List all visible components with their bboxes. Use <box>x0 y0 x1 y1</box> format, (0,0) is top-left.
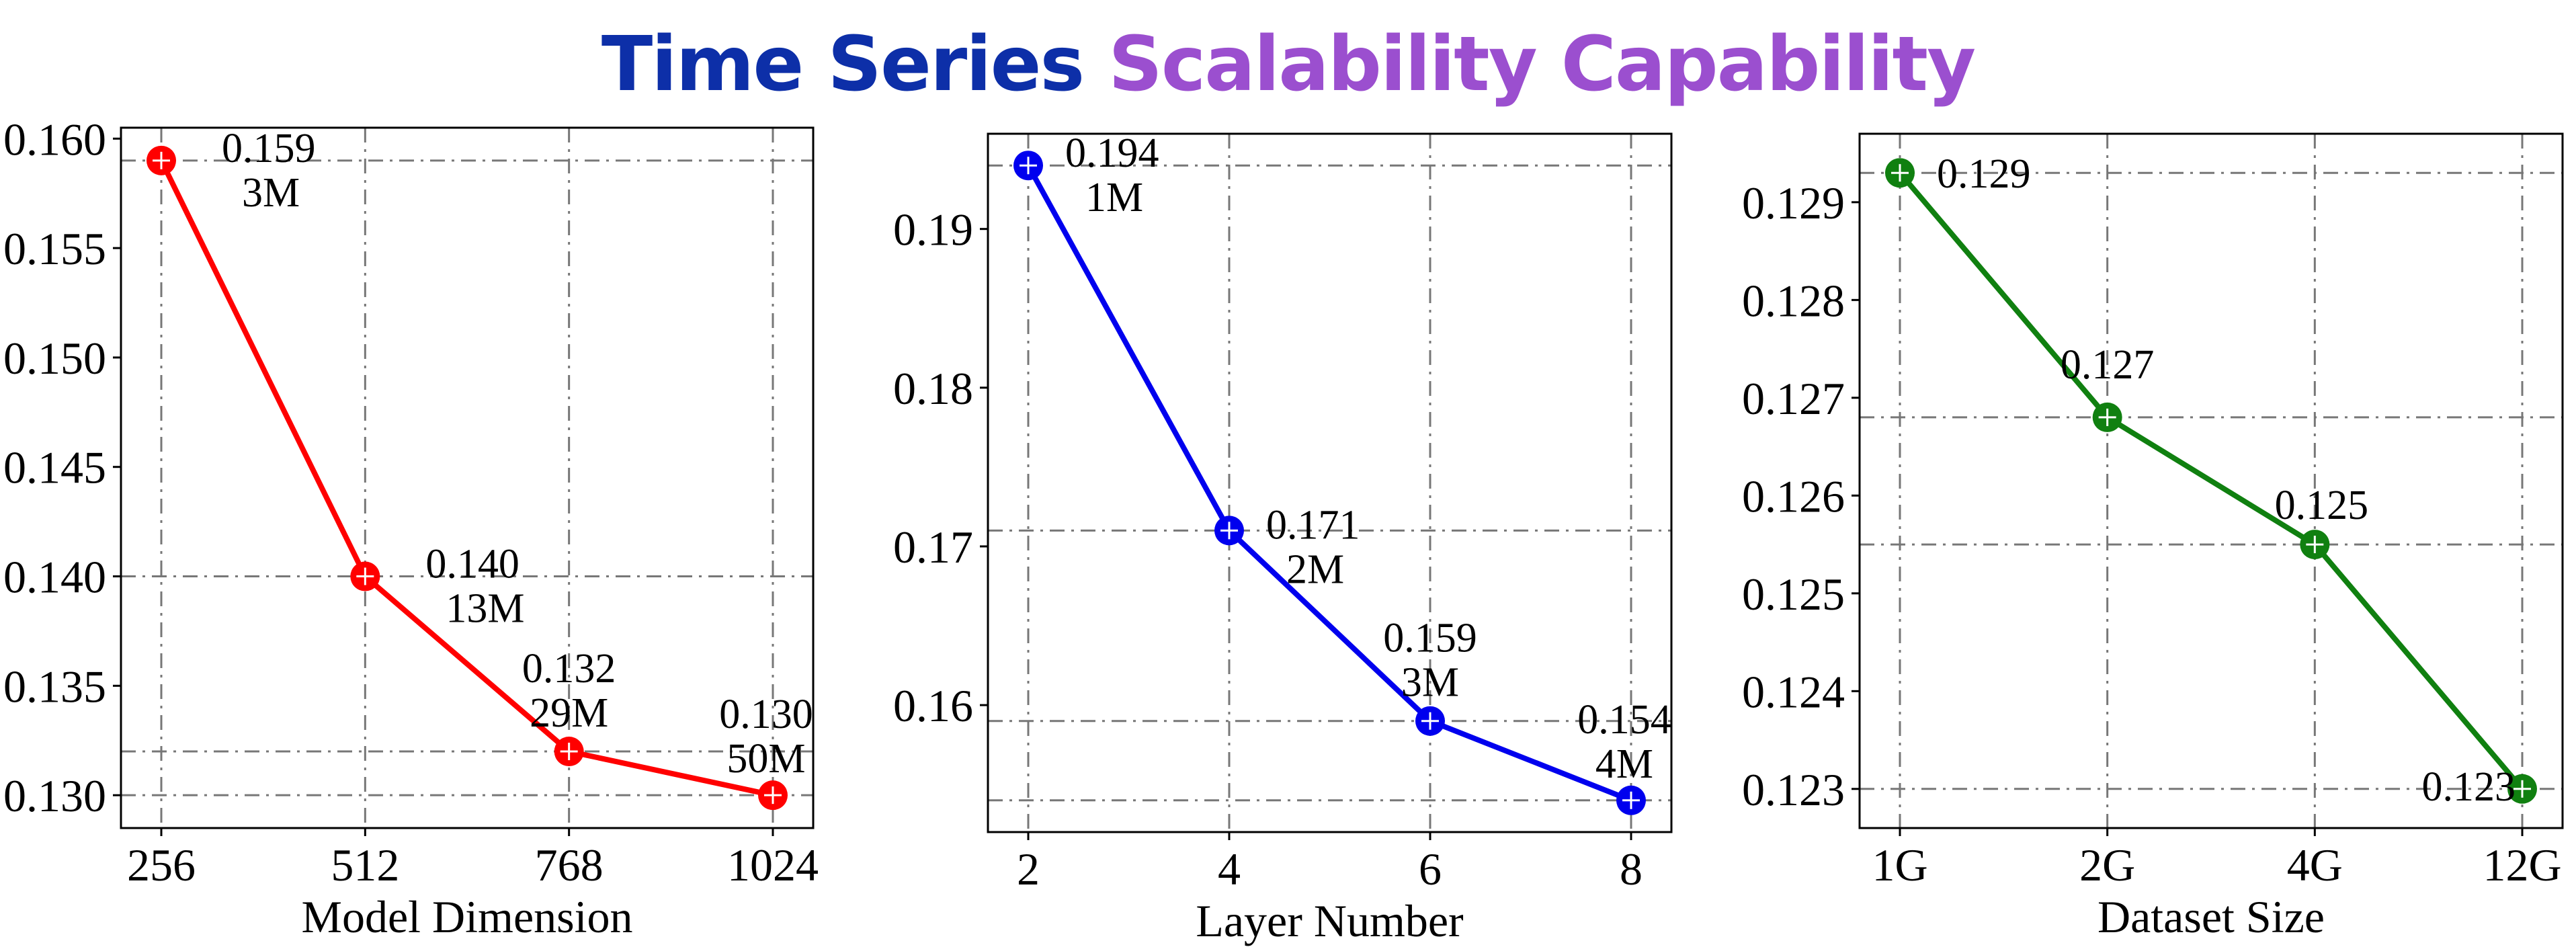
title-part-2: Scalability Capability <box>1108 21 1976 108</box>
y-tick-label: 0.127 <box>1742 373 1845 424</box>
x-tick-label: 12G <box>2483 839 2561 891</box>
x-tick-label: 4 <box>1218 843 1241 895</box>
param-label: 2M <box>1286 546 1344 592</box>
value-label: 0.127 <box>2061 342 2155 388</box>
y-tick-label: 0.135 <box>3 661 106 712</box>
plot-frame <box>120 126 815 829</box>
panel-3: 0.123 0.124 0.125 0.126 0.127 0.128 0.129 1G 2G 4… <box>1742 132 2564 942</box>
value-label: 0.154 <box>1577 697 1671 743</box>
y-tick-label: 0.140 <box>3 552 106 603</box>
y-tick-label: 0.19 <box>893 204 973 255</box>
x-tick-label: 768 <box>535 839 604 891</box>
y-tick-label: 0.128 <box>1742 275 1845 326</box>
y-tick-label: 0.155 <box>3 223 106 274</box>
value-label: 0.125 <box>2275 483 2369 528</box>
x-tick-label: 8 <box>1620 843 1643 895</box>
value-label: 0.194 <box>1065 130 1159 176</box>
x-tick-label: 6 <box>1419 843 1442 895</box>
param-label: 13M <box>446 586 524 632</box>
y-tick-label: 0.16 <box>893 680 973 731</box>
y-tick-label: 0.18 <box>893 363 973 414</box>
param-label: 50M <box>726 736 805 782</box>
param-label: 3M <box>1401 660 1459 706</box>
y-tick-label: 0.145 <box>3 442 106 493</box>
y-tick-label: 0.130 <box>3 770 106 821</box>
x-tick-label: 4G <box>2287 839 2343 891</box>
param-label: 3M <box>242 170 300 216</box>
param-label: 1M <box>1085 175 1143 220</box>
param-label: 29M <box>530 690 608 736</box>
y-tick-label: 0.123 <box>1742 764 1845 815</box>
y-tick-label: 0.160 <box>3 114 106 165</box>
value-label: 0.132 <box>522 646 616 692</box>
y-tick-label: 0.125 <box>1742 569 1845 620</box>
value-label: 0.140 <box>425 542 520 587</box>
x-tick-label: 1G <box>1872 839 1927 891</box>
value-label: 0.171 <box>1266 502 1360 548</box>
panel-1: 0.130 0.135 0.140 0.145 0.150 0.155 0.160 256 51… <box>3 114 819 942</box>
value-label: 0.159 <box>222 126 316 171</box>
series-line <box>1026 164 1632 803</box>
value-label: 0.129 <box>1937 151 2031 197</box>
x-tick-label: 512 <box>331 839 399 891</box>
x-axis-label: Layer Number <box>1196 895 1464 946</box>
value-label: 0.159 <box>1383 616 1477 661</box>
title-part-1: Time Series <box>601 21 1085 108</box>
x-tick-label: 1024 <box>727 839 819 891</box>
x-tick-label: 256 <box>127 839 196 891</box>
y-tick-label: 0.129 <box>1742 177 1845 229</box>
x-axis-label: Dataset Size <box>2097 891 2325 942</box>
plot-frame <box>1858 132 2564 829</box>
x-tick-label: 2 <box>1017 843 1040 895</box>
y-tick-label: 0.126 <box>1742 470 1845 522</box>
value-label: 0.123 <box>2422 764 2516 810</box>
y-tick-label: 0.150 <box>3 333 106 384</box>
plot-frame <box>987 132 1673 833</box>
y-tick-label: 0.124 <box>1742 666 1845 717</box>
chart-title: Time Series Scalability Capability <box>0 17 2576 112</box>
series-line <box>1897 171 2525 791</box>
y-tick-label: 0.17 <box>893 522 973 573</box>
param-label: 4M <box>1595 741 1653 787</box>
value-label: 0.130 <box>719 692 813 737</box>
x-tick-label: 2G <box>2079 839 2135 891</box>
series-line <box>159 159 774 798</box>
x-axis-label: Model Dimension <box>302 891 633 942</box>
